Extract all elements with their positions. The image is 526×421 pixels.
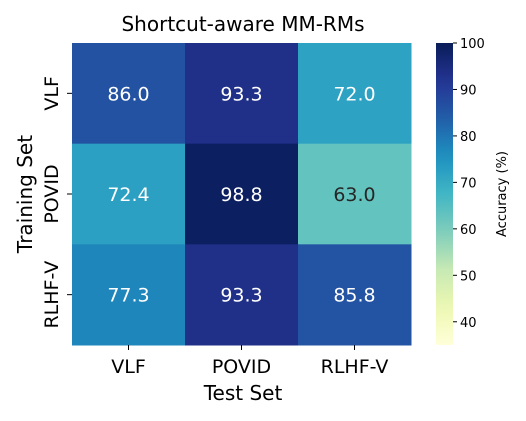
colorbar-tick-label: 100: [460, 37, 485, 52]
cell-value-label: 77.3: [107, 285, 149, 307]
cell-value-label: 93.3: [220, 285, 262, 307]
heatmap-cell: [298, 43, 412, 145]
x-tick-label: VLF: [111, 356, 146, 378]
heatmap-cell: [298, 244, 412, 346]
heatmap-cell: [72, 143, 186, 245]
y-tick-label: POVID: [41, 164, 63, 223]
colorbar-tick-label: 50: [460, 269, 477, 284]
heatmap-cell: [185, 43, 299, 145]
colorbar-label: Accuracy (%): [495, 151, 510, 237]
x-tick-label: RLHF-V: [321, 356, 389, 378]
x-axis-label: Test Set: [203, 381, 283, 405]
colorbar-ticks: 40 50 60 70 80 90 100: [453, 37, 485, 331]
colorbar-tick-label: 40: [460, 316, 477, 331]
colorbar: [436, 43, 453, 345]
heatmap-cell: [185, 244, 299, 346]
colorbar-tick-label: 70: [460, 176, 477, 191]
cell-value-label: 85.8: [333, 285, 375, 307]
heatmap-cell: [72, 43, 186, 145]
cell-value-label: 72.4: [107, 184, 149, 206]
cell-value-label: 98.8: [220, 184, 262, 206]
heatmap-cell: [298, 143, 412, 245]
heatmap-cell: [185, 143, 299, 245]
colorbar-tick-label: 90: [460, 83, 477, 98]
chart-title: Shortcut-aware MM-RMs: [121, 12, 364, 36]
y-tick-label: VLF: [41, 76, 63, 111]
cell-value-label: 72.0: [333, 83, 375, 105]
x-tick-labels: VLF POVID RLHF-V: [111, 345, 388, 378]
y-tick-labels: VLF POVID RLHF-V: [41, 76, 72, 329]
cell-value-label: 93.3: [220, 83, 262, 105]
colorbar-tick-label: 60: [460, 223, 477, 238]
y-tick-label: RLHF-V: [41, 261, 63, 329]
cell-value-label: 63.0: [333, 184, 375, 206]
cell-value-label: 86.0: [107, 83, 149, 105]
colorbar-tick-label: 80: [460, 130, 477, 145]
heatmap-cells: 86.0 93.3 72.0 72.4 98.8 63.0 77.3 93.3 85.8: [72, 43, 412, 346]
y-axis-label: Training Set: [13, 135, 37, 254]
x-tick-label: POVID: [212, 356, 271, 378]
heatmap-cell: [72, 244, 186, 346]
